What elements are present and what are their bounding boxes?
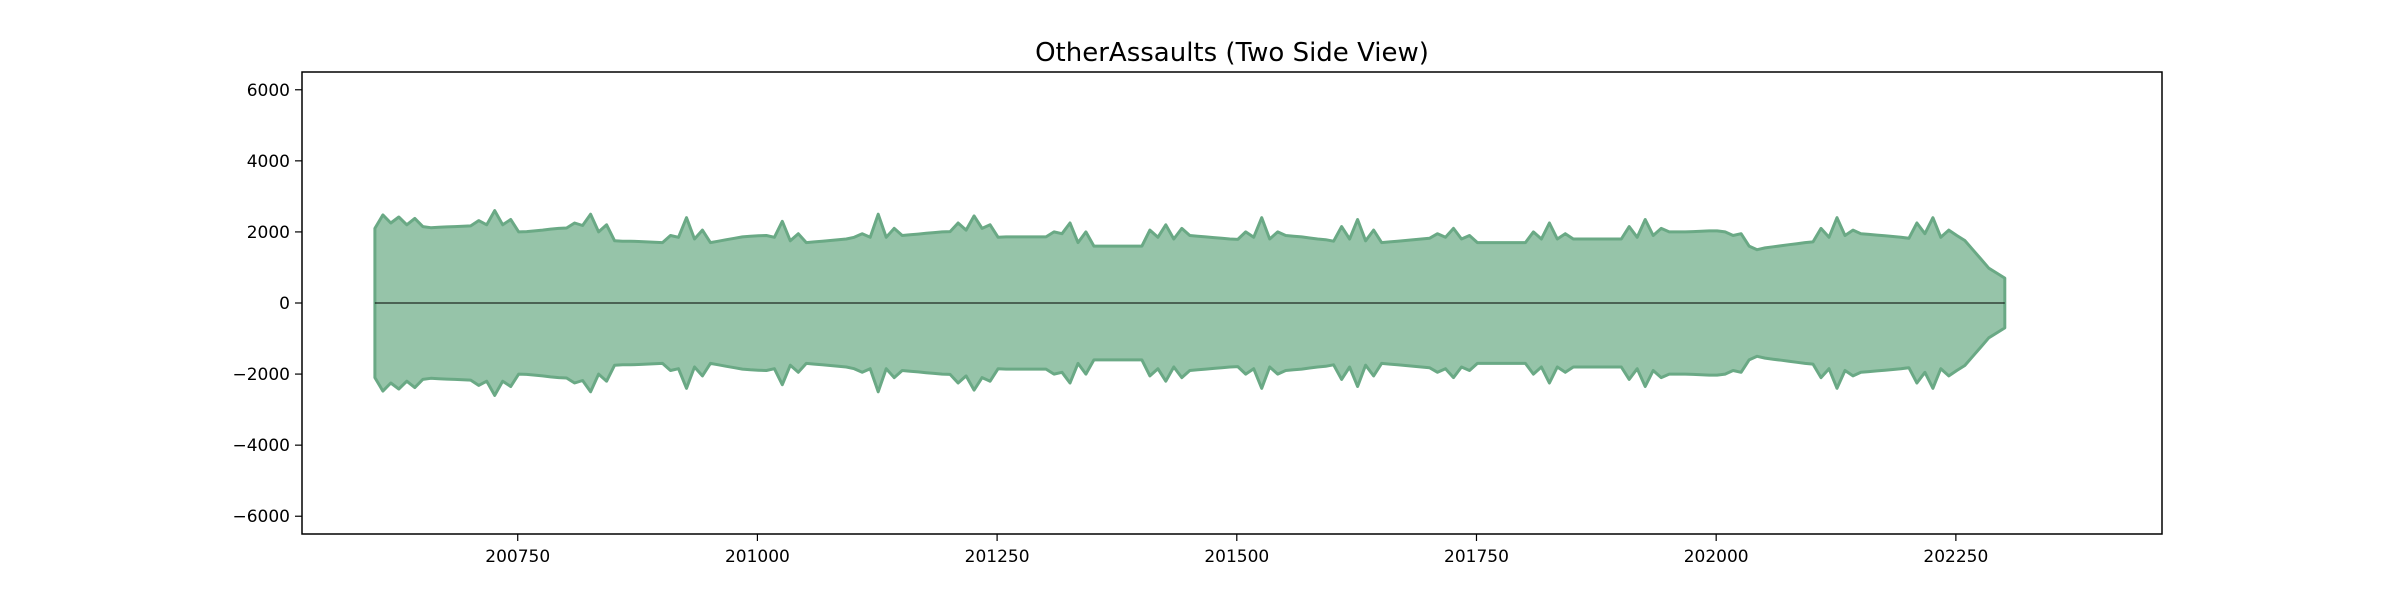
x-tick-label: 201000 (725, 547, 790, 567)
ticks-layer: 6000 4000 2000 0 −2000 −4000 −6000 200750 201000… (232, 81, 1988, 567)
x-tick-label: 201250 (965, 547, 1030, 567)
x-tick-label: 202000 (1684, 547, 1749, 567)
y-tick-label: 0 (279, 294, 290, 314)
y-tick-label: −6000 (232, 507, 290, 527)
x-tick-label: 201500 (1204, 547, 1269, 567)
x-tick-label: 200750 (485, 547, 550, 567)
y-tick-label: −2000 (232, 365, 290, 385)
y-tick-label: −4000 (232, 436, 290, 456)
y-tick-label: 6000 (247, 81, 290, 101)
chart-title: OtherAssaults (Two Side View) (1035, 38, 1429, 68)
y-tick-label: 2000 (247, 223, 290, 243)
x-tick-label: 201750 (1444, 547, 1509, 567)
y-tick-label: 4000 (247, 152, 290, 172)
x-tick-label: 202250 (1923, 547, 1988, 567)
